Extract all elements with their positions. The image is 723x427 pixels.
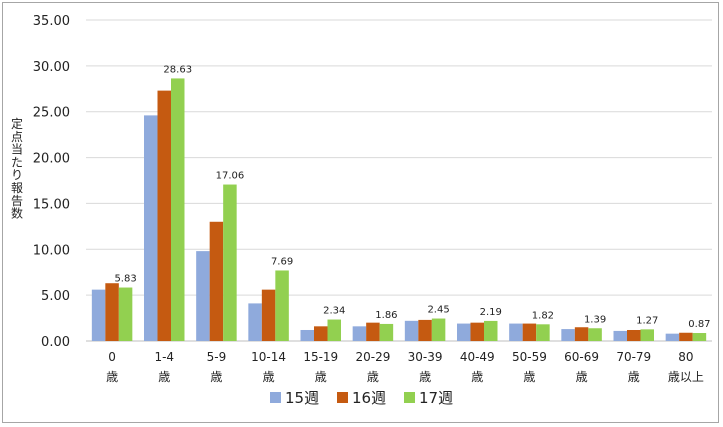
bar xyxy=(431,318,446,341)
bar xyxy=(171,78,185,341)
bar xyxy=(144,115,158,341)
y-tick-label: 20.00 xyxy=(33,152,70,167)
data-label: 0.87 xyxy=(688,319,710,330)
x-tick-label-unit: 歳 xyxy=(471,370,483,384)
y-axis-label: 告 xyxy=(11,194,23,208)
y-tick-label: 35.00 xyxy=(33,14,70,29)
x-tick-label-unit: 歳 xyxy=(263,370,275,384)
bar xyxy=(640,329,654,341)
bar xyxy=(613,330,627,341)
bar xyxy=(275,270,289,341)
x-tick-label: 70-79 xyxy=(616,350,651,364)
bar xyxy=(118,287,133,341)
y-axis-label: り xyxy=(11,168,23,182)
y-axis-label: 報 xyxy=(11,181,23,195)
data-label: 7.69 xyxy=(271,256,293,267)
bar xyxy=(157,90,171,342)
y-axis-label: た xyxy=(11,155,23,169)
y-tick-label: 15.00 xyxy=(33,197,70,212)
data-label: 1.86 xyxy=(375,310,397,321)
bar xyxy=(665,333,680,341)
bar xyxy=(223,184,237,341)
legend-swatch xyxy=(270,392,281,403)
legend-label: 16週 xyxy=(352,389,386,407)
bar xyxy=(418,319,432,341)
data-label: 1.82 xyxy=(532,310,554,321)
data-label: 5.83 xyxy=(114,274,136,285)
x-tick-label: 30-39 xyxy=(408,350,443,364)
bar xyxy=(509,323,523,341)
bar xyxy=(522,323,537,341)
chart-frame xyxy=(2,2,719,423)
x-tick-label: 20-29 xyxy=(355,350,390,364)
bar xyxy=(692,333,707,341)
bar xyxy=(588,328,602,341)
bar xyxy=(574,327,589,341)
data-label: 1.39 xyxy=(584,314,606,325)
bar xyxy=(314,326,328,341)
bar xyxy=(679,332,693,341)
x-tick-label: 80 xyxy=(678,350,693,364)
y-tick-label: 25.00 xyxy=(33,106,70,121)
x-tick-label: 0 xyxy=(108,350,116,364)
bar xyxy=(352,326,367,341)
y-axis-label: 当 xyxy=(11,143,23,157)
bar xyxy=(327,319,341,341)
bar xyxy=(105,283,119,341)
x-tick-label: 10-14 xyxy=(251,350,286,364)
y-tick-label: 30.00 xyxy=(33,60,70,75)
data-label: 17.06 xyxy=(216,171,245,182)
x-tick-label-unit: 歳 xyxy=(628,370,640,384)
x-tick-label: 40-49 xyxy=(460,350,495,364)
bar xyxy=(484,320,498,341)
data-label: 2.45 xyxy=(427,305,449,316)
bar xyxy=(196,251,210,341)
x-tick-label-unit: 歳 xyxy=(158,370,170,384)
bar xyxy=(561,329,575,341)
bar xyxy=(300,329,314,341)
y-axis-label: 数 xyxy=(11,206,23,221)
x-tick-label: 15-19 xyxy=(303,350,338,364)
legend-swatch xyxy=(337,392,348,403)
data-label: 2.19 xyxy=(480,307,502,318)
bar xyxy=(404,320,419,341)
bar xyxy=(261,289,276,341)
x-tick-label-unit: 歳 xyxy=(210,370,222,384)
legend-label: 17週 xyxy=(419,389,453,407)
bar xyxy=(366,322,380,341)
x-tick-label: 50-59 xyxy=(512,350,547,364)
bar xyxy=(536,324,550,341)
x-tick-label: 1-4 xyxy=(154,350,174,364)
x-tick-label: 60-69 xyxy=(564,350,599,364)
legend-swatch xyxy=(404,392,415,403)
x-tick-label-unit: 歳 xyxy=(523,370,535,384)
data-label: 2.34 xyxy=(323,306,345,317)
x-tick-label-unit: 歳 xyxy=(419,370,431,384)
bar xyxy=(457,323,471,341)
y-axis-label: 定 xyxy=(11,116,23,131)
y-axis-label: 点 xyxy=(11,130,23,144)
y-tick-label: 10.00 xyxy=(33,243,70,258)
data-label: 28.63 xyxy=(163,64,192,75)
bar xyxy=(248,303,262,341)
x-tick-label-unit: 歳 xyxy=(106,370,118,384)
x-tick-label: 5-9 xyxy=(207,350,227,364)
y-tick-label: 5.00 xyxy=(41,289,70,304)
bar xyxy=(91,289,106,341)
bar xyxy=(470,322,484,341)
x-tick-label-unit: 歳 xyxy=(315,370,327,384)
data-label: 1.27 xyxy=(636,315,658,326)
x-tick-label-unit: 歳以上 xyxy=(668,370,704,384)
bar xyxy=(379,323,394,341)
bar xyxy=(209,221,224,341)
y-tick-label: 0.00 xyxy=(41,335,70,350)
x-tick-label-unit: 歳 xyxy=(367,370,379,384)
x-tick-label-unit: 歳 xyxy=(576,370,588,384)
bar xyxy=(627,329,641,341)
legend-label: 15週 xyxy=(285,389,319,407)
